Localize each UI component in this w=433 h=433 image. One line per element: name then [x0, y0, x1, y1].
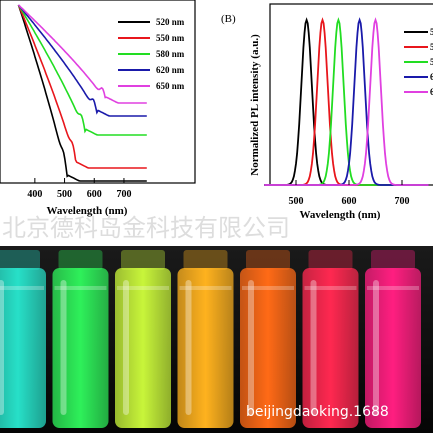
watermark-url: beijingdaoking.1688: [246, 404, 389, 420]
panel-b-legend-label: 5: [430, 27, 433, 37]
panel-a-tick-label: 700: [116, 189, 131, 200]
vial-meniscus: [0, 286, 44, 290]
vial-neck: [246, 250, 290, 270]
vial-meniscus: [54, 286, 107, 290]
panel-a-x-ticks: 400 500 600 700: [27, 178, 131, 200]
panel-b-curve-580: [264, 17, 429, 186]
panel-a-legend-label: 580 nm: [156, 49, 185, 59]
panel-b-legend-label: 6: [430, 72, 433, 82]
vial-body: [115, 268, 171, 428]
panel-b-x-axis-title: Wavelength (nm): [300, 209, 381, 221]
panel-a-x-axis-title: Wavelength (nm): [47, 205, 128, 217]
vial-highlight: [60, 280, 67, 415]
panel-b-label: (B): [221, 13, 236, 25]
panel-a-curves: [17, 4, 147, 182]
absorption-chart-panel-a: 400 500 600 700 Wavelength (nm) 520 nm 550 n…: [0, 0, 196, 217]
panel-a-legend: 520 nm 550 nm 580 nm 620 nm 650 nm: [118, 17, 185, 91]
vial-neck: [183, 250, 228, 270]
vial-highlight: [0, 280, 4, 415]
vial-meniscus: [304, 286, 357, 290]
panel-b-legend-label: 6: [430, 87, 433, 97]
vial-body: [365, 268, 421, 428]
vial-highlight: [185, 280, 192, 415]
panel-a-curve-520-nm: [17, 4, 147, 182]
vial-4: [177, 250, 234, 428]
vial-7: [365, 250, 421, 428]
vial-body: [0, 268, 46, 428]
vial-meniscus: [117, 286, 169, 290]
panel-a-legend-label: 650 nm: [156, 81, 185, 91]
panel-b-tick-label: 500: [289, 196, 304, 207]
panel-a-tick-label: 500: [57, 189, 72, 200]
vial-neck: [58, 250, 103, 270]
vial-highlight: [123, 280, 129, 415]
vial-highlight: [310, 280, 317, 415]
pl-chart-panel-b: (B) Normalized PL intensity (a.u.) 500 60…: [221, 3, 433, 221]
panel-a-legend-label: 520 nm: [156, 17, 185, 27]
watermark-chinese: 北京德科岛金科技有限公司: [2, 214, 290, 242]
vial-neck: [308, 250, 353, 270]
panel-b-legend: 5 5 5 6 6: [404, 27, 433, 97]
vial-body: [302, 268, 359, 428]
vial-neck: [371, 250, 415, 270]
panel-b-legend-label: 5: [430, 42, 433, 52]
panel-a-curve-650-nm: [17, 4, 147, 104]
vial-meniscus: [242, 286, 294, 290]
panel-a-legend-label: 550 nm: [156, 33, 185, 43]
vial-5: [240, 250, 296, 428]
vial-neck: [121, 250, 165, 270]
panel-b-legend-label: 5: [430, 57, 433, 67]
vial-3: [115, 250, 171, 428]
panel-a-tick-label: 600: [87, 189, 102, 200]
panel-b-tick-label: 600: [342, 196, 357, 207]
vial-meniscus: [179, 286, 232, 290]
panel-a-curve-580-nm: [17, 4, 147, 136]
vial-1: [0, 250, 46, 428]
vial-body: [52, 268, 109, 428]
vial-6: [302, 250, 359, 428]
panel-b-curve-620: [264, 17, 429, 186]
vial-2: [52, 250, 109, 428]
panel-b-curve-650: [264, 17, 429, 186]
panel-a-curve-620-nm: [17, 4, 147, 117]
panel-b-x-ticks: 500 600 700: [289, 180, 410, 207]
panel-b-tick-label: 700: [395, 196, 410, 207]
panel-b-curve-520: [264, 17, 429, 186]
panel-a-legend-label: 620 nm: [156, 65, 185, 75]
panel-a-curve-550-nm: [17, 4, 147, 169]
panel-b-curve-550: [264, 17, 429, 186]
vial-meniscus: [367, 286, 419, 290]
vials-photo: beijingdaoking.1688: [0, 246, 433, 433]
panel-b-curves: [264, 17, 429, 186]
vial-highlight: [248, 280, 254, 415]
vial-highlight: [373, 280, 379, 415]
panel-a-tick-label: 400: [27, 189, 42, 200]
vial-body: [177, 268, 234, 428]
panel-a-frame: [0, 0, 196, 184]
vial-body: [240, 268, 296, 428]
vial-neck: [0, 250, 40, 270]
panel-b-y-axis-title: Normalized PL intensity (a.u.): [249, 34, 261, 176]
